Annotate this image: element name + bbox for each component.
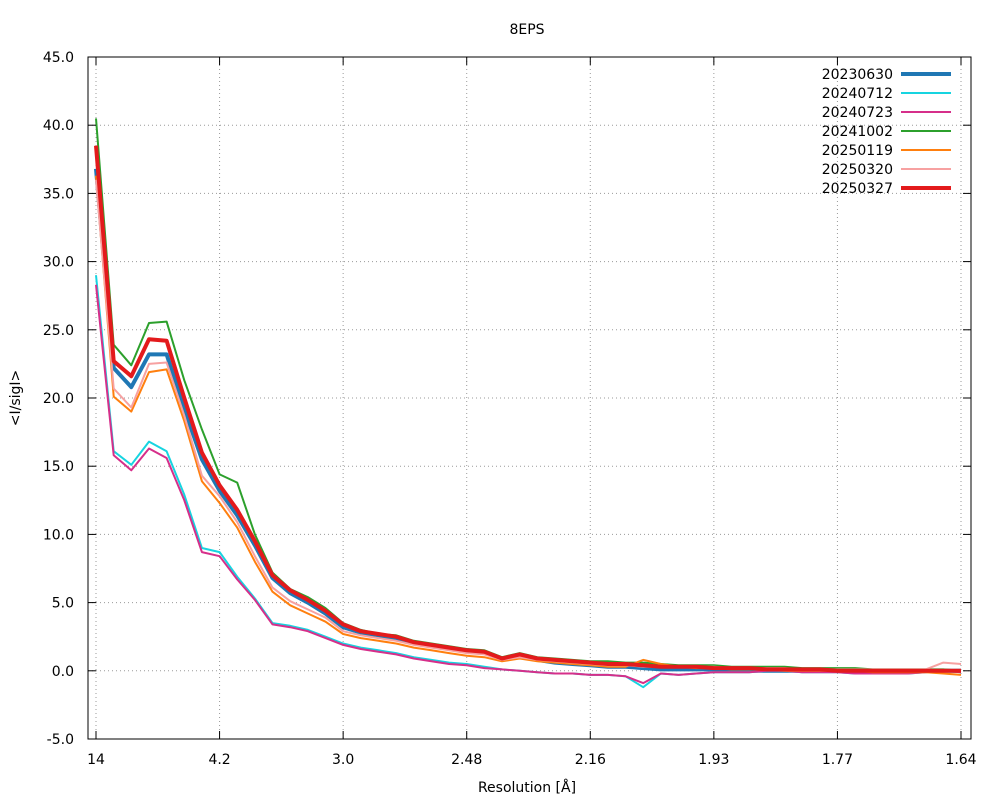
series-line-20230630 bbox=[94, 168, 961, 673]
x-tick-label: 4.2 bbox=[208, 752, 230, 768]
legend-label: 20250327 bbox=[822, 181, 893, 197]
series-line-20250327 bbox=[94, 145, 961, 673]
x-tick-label: 1.93 bbox=[698, 752, 729, 768]
y-tick-label: 25.0 bbox=[43, 323, 74, 339]
y-tick-label: 35.0 bbox=[43, 186, 74, 202]
x-axis-title: Resolution [Å] bbox=[478, 779, 576, 796]
y-tick-label: 10.0 bbox=[43, 527, 74, 543]
legend-label: 20240712 bbox=[822, 86, 893, 102]
x-tick-label: 1.77 bbox=[822, 752, 853, 768]
legend-label: 20241002 bbox=[822, 124, 893, 140]
y-axis-ticks: -5.0 0.0 5.0 10.0 15.0 20.0 25.0 30.0 35.0 40.0 45… bbox=[43, 50, 971, 748]
x-axis-ticks: 14 4.2 3.0 2.48 2.16 1.93 1.77 1.64 bbox=[87, 57, 977, 768]
x-tick-label: 2.48 bbox=[451, 752, 482, 768]
legend-label: 20250320 bbox=[822, 162, 893, 178]
legend-label: 20240723 bbox=[822, 105, 893, 121]
legend-label: 20230630 bbox=[822, 67, 893, 83]
series-line-20240723 bbox=[95, 284, 962, 685]
chart-title: 8EPS bbox=[509, 22, 544, 38]
series-line-20240712 bbox=[95, 275, 962, 689]
series-line-20250320 bbox=[95, 179, 962, 671]
y-tick-label: 0.0 bbox=[52, 664, 74, 680]
x-tick-label: 14 bbox=[87, 752, 105, 768]
y-tick-label: -5.0 bbox=[47, 732, 74, 748]
x-tick-label: 3.0 bbox=[332, 752, 354, 768]
y-axis-title: <I/sigI> bbox=[8, 370, 24, 427]
series-line-20241002 bbox=[95, 118, 962, 672]
y-tick-label: 15.0 bbox=[43, 459, 74, 475]
y-tick-label: 30.0 bbox=[43, 255, 74, 271]
y-tick-label: 5.0 bbox=[52, 596, 74, 612]
series-lines bbox=[94, 118, 962, 689]
y-tick-label: 20.0 bbox=[43, 391, 74, 407]
legend: 20230630 20240712 20240723 20241002 20250119… bbox=[822, 67, 951, 197]
y-tick-label: 45.0 bbox=[43, 50, 74, 66]
grid bbox=[88, 57, 971, 739]
x-tick-label: 2.16 bbox=[575, 752, 606, 768]
series-line-20250119 bbox=[95, 175, 962, 676]
x-tick-label: 1.64 bbox=[945, 752, 976, 768]
legend-label: 20250119 bbox=[822, 143, 893, 159]
y-tick-label: 40.0 bbox=[43, 118, 74, 134]
